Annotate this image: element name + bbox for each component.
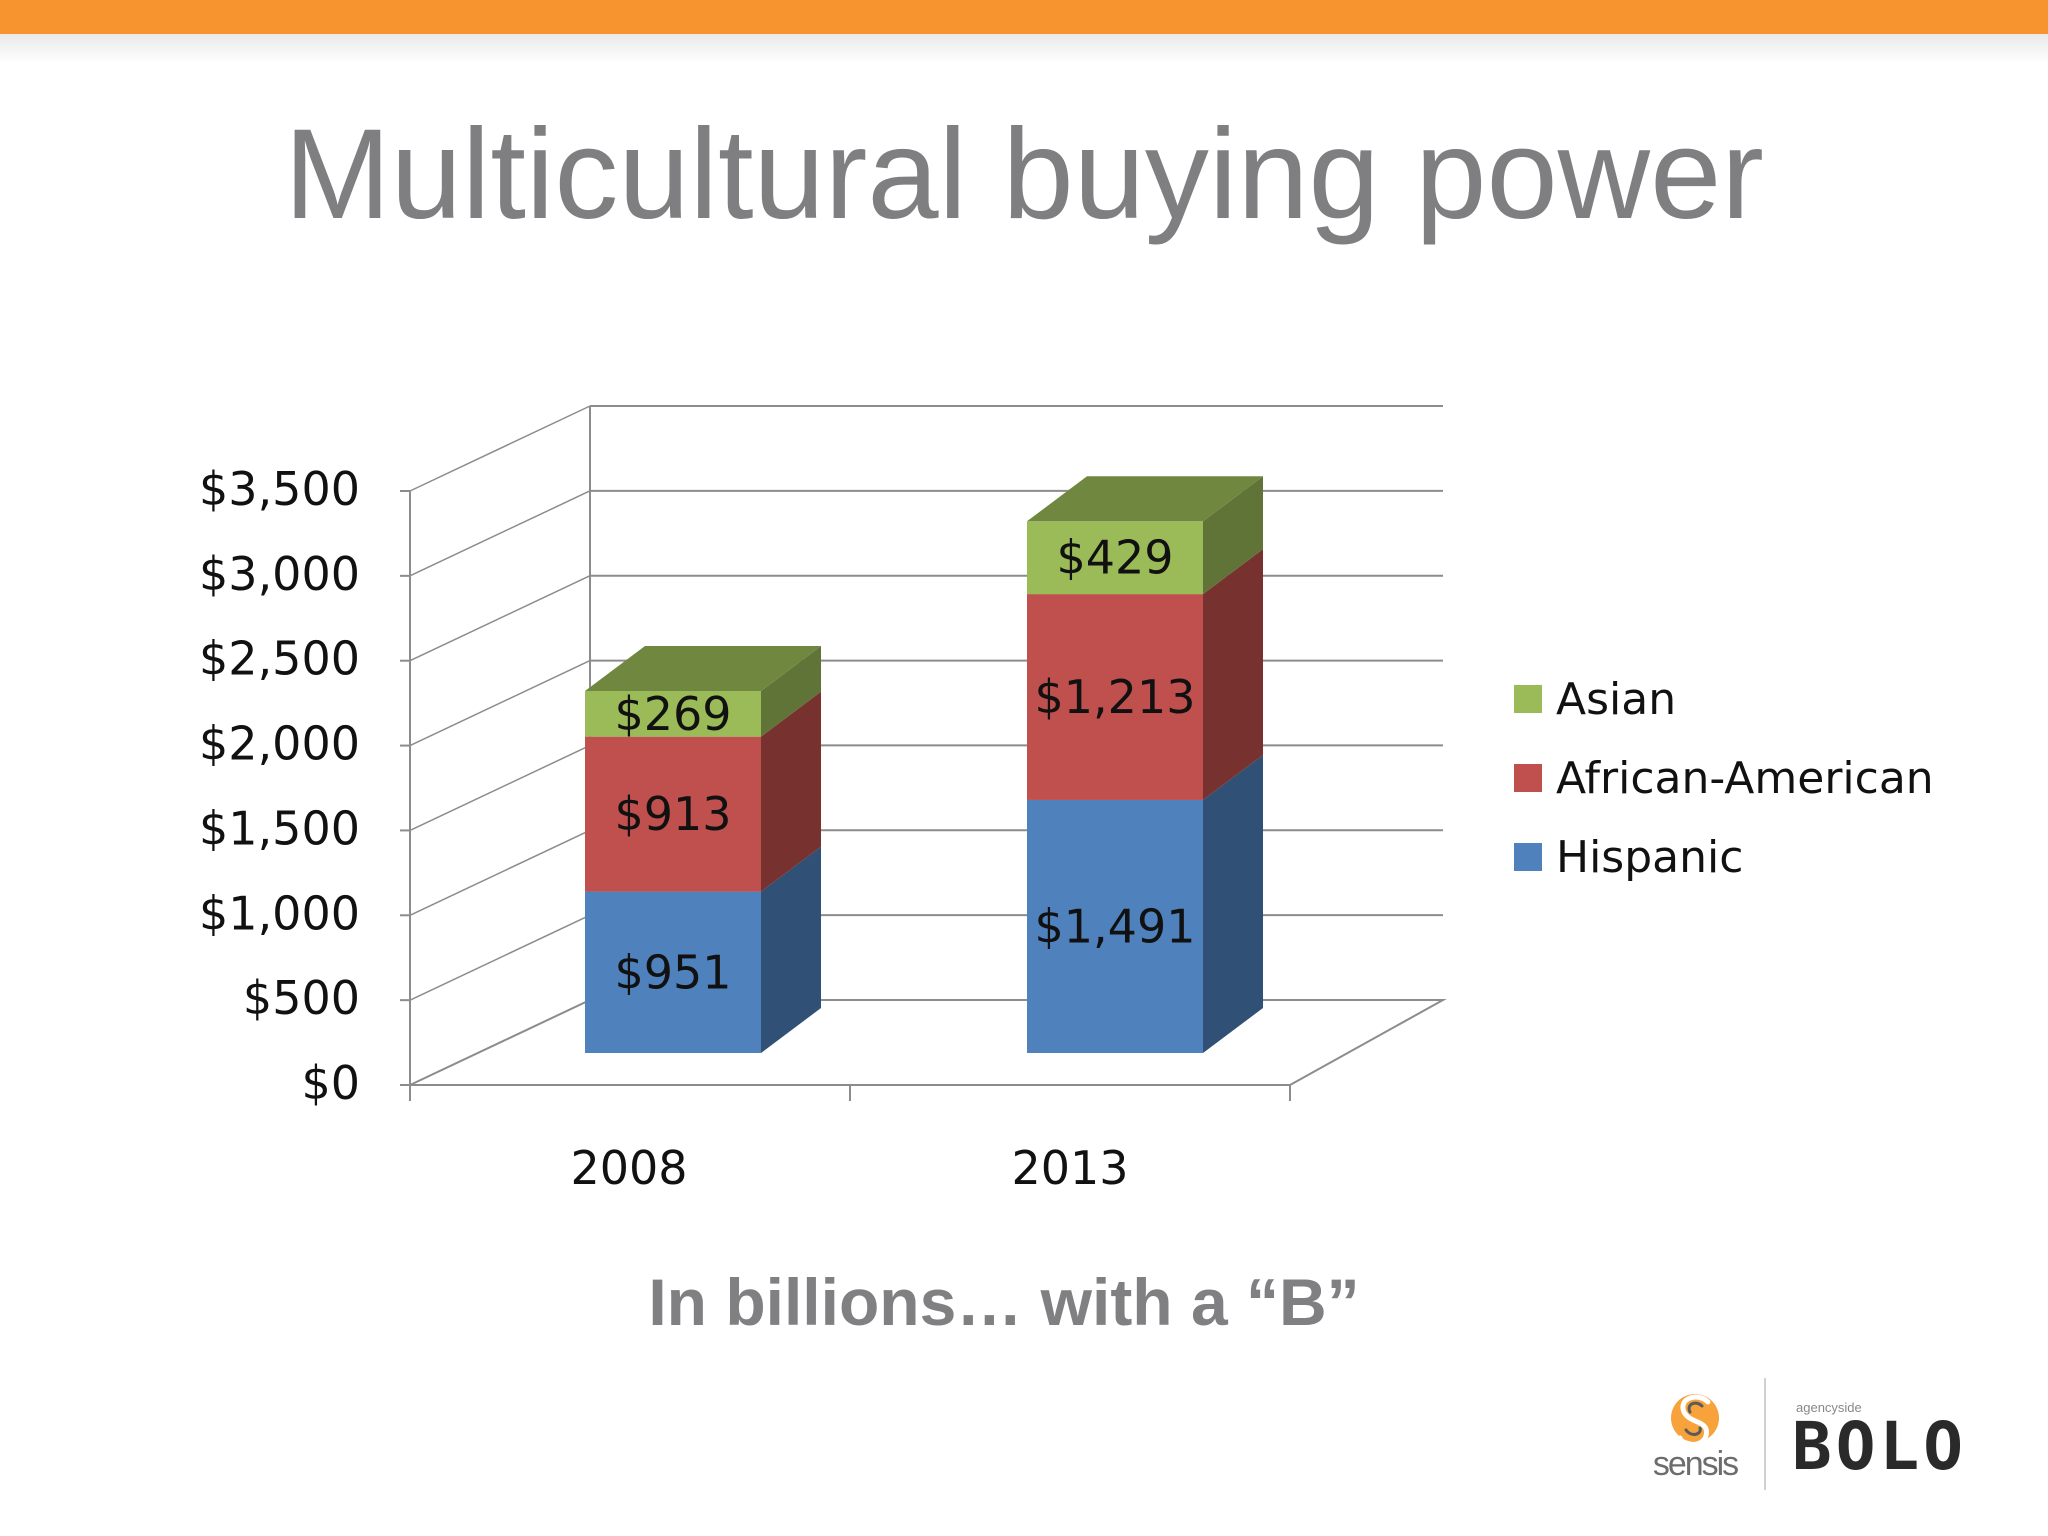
bar-2013-asian — [1027, 521, 1203, 595]
top-accent-bar — [0, 0, 2048, 34]
gridline-side — [409, 405, 591, 492]
bar-2013-asian-side — [1203, 476, 1263, 595]
bolo-logo-text: BOLO — [1792, 1408, 1967, 1485]
y-tick-label: $2,500 — [199, 632, 360, 686]
gridline-side — [409, 490, 591, 577]
bar-2013-hispanic — [1027, 799, 1203, 1053]
bar-2008-african-american-side — [761, 691, 821, 892]
bar-2013-african-american — [1027, 594, 1203, 800]
bar-2008-asian — [585, 690, 761, 737]
chart-bars — [585, 476, 1263, 1053]
data-label: $269 — [614, 687, 731, 741]
y-tick-label: $3,000 — [199, 547, 360, 601]
bar-2013-asian-top — [1027, 476, 1263, 522]
bar-2013-african-american-side — [1203, 549, 1263, 800]
legend-label: Asian — [1556, 674, 1676, 725]
legend-swatch — [1514, 843, 1542, 871]
y-tick-label: $500 — [243, 971, 360, 1025]
y-tick-label: $3,500 — [199, 462, 360, 516]
sensis-logo-icon — [1671, 1394, 1719, 1447]
y-tick-label: $2,000 — [199, 717, 360, 771]
data-label: $951 — [614, 945, 731, 999]
data-label: $1,491 — [1035, 899, 1196, 953]
legend-swatch — [1514, 764, 1542, 792]
gridline-side — [409, 914, 591, 1001]
bar-2013-hispanic-side — [1203, 754, 1263, 1053]
legend-swatch — [1514, 685, 1542, 713]
bar-2008-hispanic — [585, 891, 761, 1053]
y-tick-label: $1,500 — [199, 801, 360, 855]
bar-2008-african-american — [585, 736, 761, 892]
y-tick-label: $1,000 — [199, 886, 360, 940]
slide-subtitle: In billions… with a “B” — [648, 1265, 1360, 1339]
logo-divider — [1764, 1378, 1766, 1490]
legend-label: Hispanic — [1556, 832, 1743, 883]
y-tick-label: $0 — [301, 1056, 360, 1110]
stacked-bar-chart: $0 $500 $1,000 $1,500 $2,000 $2,500 $3,000 $3,5… — [199, 405, 1934, 1195]
bar-2008-hispanic-side — [761, 846, 821, 1053]
bolo-logo-tagline: agencyside — [1796, 1400, 1862, 1415]
gridline-side — [409, 575, 591, 662]
chart-legend: Asian African-American Hispanic — [1514, 674, 1934, 883]
data-label: $1,213 — [1035, 670, 1196, 724]
gridline-side — [409, 744, 591, 832]
data-label: $913 — [614, 787, 731, 841]
bar-2008-asian-side — [761, 645, 821, 737]
x-tick-label: 2008 — [570, 1141, 687, 1195]
bar-2008-asian-top — [585, 645, 821, 691]
x-tick-label: 2013 — [1011, 1141, 1128, 1195]
chart-floor — [409, 999, 1447, 1086]
legend-label: African-American — [1556, 753, 1934, 804]
chart-labels: $951 $913 $269 2008 $1,491 $1,213 $429 2013 — [570, 531, 1195, 1195]
data-label: $429 — [1056, 531, 1173, 585]
sensis-logo-text: sensis — [1652, 1445, 1739, 1483]
top-shade — [0, 34, 2048, 64]
gridline-side — [409, 659, 591, 747]
gridline-side — [409, 829, 591, 916]
slide-title: Multicultural buying power — [284, 103, 1764, 246]
